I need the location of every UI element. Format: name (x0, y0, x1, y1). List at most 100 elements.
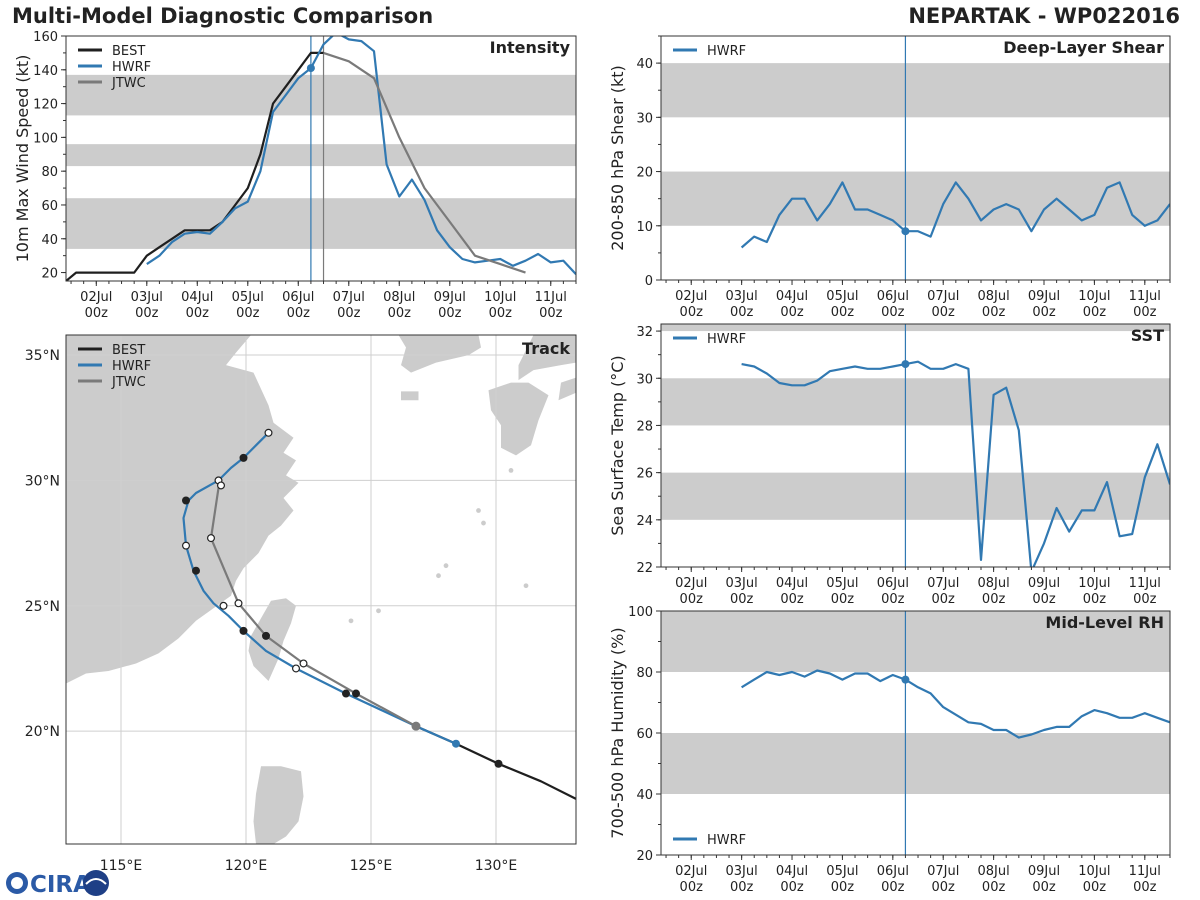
shear-legend-label-hwrf: HWRF (707, 44, 746, 59)
intensity-xtick-sub: 00z (287, 306, 311, 321)
track-point-jtwc (411, 721, 421, 731)
track-point-open (207, 534, 216, 543)
sst-xtick-sub: 00z (780, 592, 804, 607)
rh-xtick-sub: 00z (932, 880, 956, 895)
intensity-xtick-label: 02Jul (80, 290, 112, 305)
track-ytick-label: 30°N (25, 473, 60, 489)
sst-band-0 (661, 472, 1170, 520)
track-point-filled (239, 626, 248, 635)
shear-line-hwrf (740, 181, 1170, 249)
track-point-open (264, 428, 273, 437)
sst-xtick-sub: 00z (982, 592, 1006, 607)
track-line-jtwc (209, 484, 417, 728)
track-xtick-label: 115°E (100, 858, 143, 874)
rh-ytick-label: 20 (636, 849, 653, 864)
track-ytick-label: 20°N (25, 724, 60, 740)
rh-xtick-label: 02Jul (675, 864, 707, 879)
intensity-ylabel: 10m Max Wind Speed (kt) (13, 55, 32, 263)
intensity-line-hwrf (146, 36, 576, 275)
intensity-xtick-label: 10Jul (484, 290, 516, 305)
track-frame (65, 334, 577, 845)
intensity-xtick-sub: 00z (135, 306, 159, 321)
rh-xtick-sub: 00z (680, 880, 704, 895)
korea-peninsula (398, 335, 481, 373)
shear-xtick-label: 05Jul (826, 289, 858, 304)
small-island-6 (476, 508, 481, 513)
intensity-xtick-label: 04Jul (181, 290, 213, 305)
shear-xtick-label: 11Jul (1129, 289, 1161, 304)
intensity-xtick-sub: 00z (85, 306, 109, 321)
sst-xtick-label: 03Jul (726, 576, 758, 591)
intensity-xtick-label: 07Jul (333, 290, 365, 305)
shear-xtick-sub: 00z (730, 305, 754, 320)
rh-xtick-sub: 00z (780, 880, 804, 895)
intensity-frame (65, 35, 577, 282)
track-point-open (182, 541, 191, 550)
sst-ytick-label: 26 (636, 467, 653, 482)
intensity-ytick-label: 20 (41, 267, 58, 282)
track-ytick-label: 25°N (25, 599, 60, 615)
sst-xtick-label: 05Jul (826, 576, 858, 591)
rh-marker-0 (901, 675, 910, 684)
sst-marker-0 (901, 360, 910, 369)
shear-band-0 (661, 171, 1170, 226)
small-island-3 (348, 618, 354, 624)
cira-logo-icon: CIRA (6, 870, 109, 898)
shear-ytick-label: 30 (636, 111, 653, 126)
track-land (66, 335, 576, 844)
rh-xtick-sub: 00z (982, 880, 1006, 895)
track-point-open (234, 599, 243, 608)
shear-xtick-sub: 00z (1133, 305, 1157, 320)
shear-xtick-sub: 00z (831, 305, 855, 320)
shear-xtick-sub: 00z (932, 305, 956, 320)
rh-ylabel: 700-500 hPa Humidity (%) (608, 627, 627, 838)
sst-xtick-label: 04Jul (776, 576, 808, 591)
track-point-filled (262, 631, 270, 640)
sst-xtick-sub: 00z (932, 592, 956, 607)
shear-frame (660, 35, 1171, 281)
track-point-filled (182, 496, 190, 505)
track-point-filled (342, 689, 350, 698)
intensity-ytick-label: 140 (33, 64, 58, 79)
rh-xtick-sub: 00z (1083, 880, 1107, 895)
sst-xtick-label: 08Jul (977, 576, 1009, 591)
intensity-band-2 (66, 74, 576, 116)
sst-ytick-label: 24 (636, 514, 653, 529)
intensity-xtick-label: 06Jul (282, 290, 314, 305)
rh-ytick-label: 100 (628, 605, 653, 620)
intensity-ytick-label: 120 (33, 98, 58, 113)
intensity-xtick-sub: 00z (438, 306, 462, 321)
rh-title: Mid-Level RH (1045, 613, 1164, 632)
intensity-xtick-sub: 00z (337, 306, 361, 321)
rh-xtick-sub: 00z (1032, 880, 1056, 895)
track-point-filled (239, 453, 248, 462)
rh-panel: 2040608010002Jul00z03Jul00z04Jul00z05Jul… (608, 605, 1171, 895)
sst-ylabel: Sea Surface Temp (°C) (608, 355, 627, 535)
kyushu-island (488, 382, 549, 456)
track-point-filled (192, 566, 200, 575)
shear-xtick-label: 02Jul (675, 289, 707, 304)
sst-xtick-label: 06Jul (877, 576, 909, 591)
track-point-hwrf (452, 739, 460, 748)
track-point-open (299, 659, 308, 668)
intensity-xtick-label: 11Jul (535, 290, 567, 305)
rh-xtick-sub: 00z (1133, 880, 1157, 895)
intensity-xtick-label: 08Jul (383, 290, 415, 305)
small-island-7 (523, 583, 529, 589)
sst-ytick-label: 30 (636, 372, 653, 387)
track-point-open (219, 601, 228, 610)
sst-xtick-sub: 00z (1032, 592, 1056, 607)
shear-title: Deep-Layer Shear (1003, 38, 1164, 57)
intensity-band-0 (66, 198, 576, 249)
shear-ytick-label: 40 (636, 57, 653, 72)
shear-xtick-sub: 00z (982, 305, 1006, 320)
rh-xtick-label: 05Jul (826, 864, 858, 879)
rh-xtick-label: 11Jul (1129, 864, 1161, 879)
rh-xtick-sub: 00z (730, 880, 754, 895)
rh-xtick-label: 06Jul (877, 864, 909, 879)
intensity-xtick-label: 03Jul (131, 290, 163, 305)
intensity-xtick-label: 09Jul (434, 290, 466, 305)
track-point-filled (494, 759, 503, 768)
sst-xtick-sub: 00z (881, 592, 905, 607)
shear-band-1 (661, 63, 1170, 118)
